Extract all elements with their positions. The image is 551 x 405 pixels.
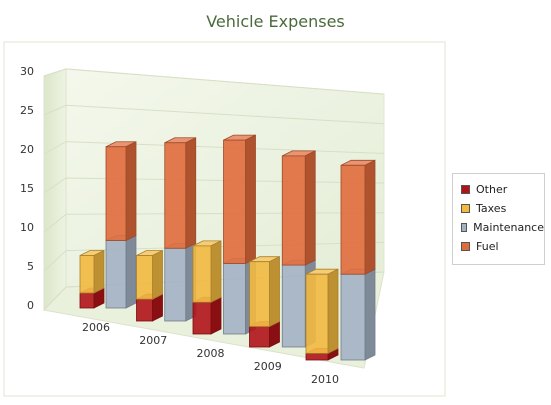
legend-label-taxes: Taxes [476,202,507,215]
y-tick-label: 0 [27,299,34,312]
bar-maintenance-2010 [340,268,376,361]
bar-side-face [245,134,256,265]
category-2007 [136,137,197,322]
bar-taxes-2006 [79,249,105,294]
stack-0 [136,249,163,322]
bar-front-face [223,263,246,335]
bar-side-face [304,150,316,266]
bar-front-face [249,326,270,348]
bar-fuel-2006 [105,141,137,242]
x-tick-label: 2006 [82,321,110,334]
legend-item-taxes: Taxes [461,199,544,218]
stack-0 [192,240,222,335]
bar-front-face [79,292,95,309]
legend-swatch-maintenance [461,223,468,232]
category-2010 [305,159,376,361]
bar-fuel-2009 [281,150,316,266]
y-tick-label: 20 [20,143,34,156]
x-tick-label: 2007 [139,334,167,347]
x-tick-label: 2008 [197,347,225,360]
chart-title: Vehicle Expenses [206,12,345,31]
bar-front-face [79,255,95,294]
bar-front-face [136,255,153,300]
bar-taxes-2009 [249,256,280,328]
legend-item-fuel: Fuel [461,237,544,256]
legend-swatch-fuel [461,242,470,251]
x-tick-label: 2010 [311,373,339,386]
gridline [43,141,385,155]
grid-lines [43,68,385,311]
x-tick-label: 2009 [254,360,282,373]
bar-maintenance-2007 [164,242,197,322]
bar-front-face [192,245,212,303]
stack-0 [79,249,105,309]
chart-legend: Other Taxes Maintenance Fuel [452,173,545,265]
y-tick-label: 15 [20,182,34,195]
bar-front-face [340,164,366,275]
bar-side-face [210,240,222,303]
bar-front-face [164,142,187,249]
legend-swatch-taxes [461,204,470,213]
bar-other-2008 [192,296,222,335]
bar-front-face [192,301,212,335]
bar-fuel-2007 [164,137,197,249]
bar-front-face [105,146,127,241]
gridline [43,241,385,272]
bar-side-face [93,249,105,294]
legend-label-maintenance: Maintenance [473,221,544,234]
y-tick-label: 30 [20,65,34,78]
bar-front-face [164,247,187,322]
bar-fuel-2010 [340,159,376,275]
bar-side-face [152,249,163,300]
category-2009 [249,150,316,348]
legend-label-other: Other [476,183,508,196]
bar-side-face [364,159,376,275]
bar-side-face [269,256,280,328]
bar-front-face [305,273,329,354]
gridline [43,104,385,125]
stack-1 [340,159,376,361]
bar-front-face [305,352,329,361]
bar-taxes-2010 [305,268,339,355]
bar-side-face [364,268,376,361]
bar-front-face [281,264,306,348]
stack-1 [105,141,137,309]
bar-front-face [136,298,153,322]
bar-front-face [340,273,366,361]
y-tick-label: 10 [20,221,34,234]
bar-side-face [125,234,137,309]
legend-label-fuel: Fuel [476,240,499,253]
bar-taxes-2008 [192,240,222,303]
bar-side-face [185,137,197,249]
stack-1 [164,137,197,322]
bar-fuel-2008 [223,134,256,265]
legend-item-other: Other [461,180,544,199]
bar-side-face [327,268,339,355]
side-wall [43,68,67,312]
gridline [43,212,385,233]
bar-front-face [281,155,306,266]
bar-side-face [125,141,137,242]
y-tick-label: 5 [27,260,34,273]
legend-swatch-other [461,185,470,194]
category-2006 [79,141,137,309]
y-tick-label: 25 [20,104,34,117]
bar-maintenance-2006 [105,234,137,309]
axis-labels: 0 5 10 15 20 25 30 2006 2007 2008 2009 2010 [20,65,339,386]
bar-front-face [223,139,246,264]
bar-taxes-2007 [136,249,163,300]
bar-side-face [210,296,222,335]
bars [79,134,376,361]
bar-front-face [105,240,127,309]
gridline [43,68,385,95]
gridline [43,177,385,194]
stack-0 [249,256,280,348]
legend-item-maintenance: Maintenance [461,218,544,237]
bar-front-face [249,261,270,327]
stack-0 [305,268,339,361]
